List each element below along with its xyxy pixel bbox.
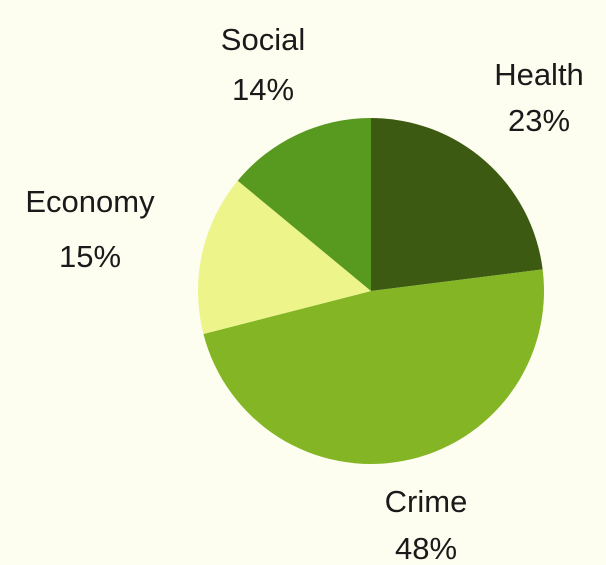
slice-value-label-social: 14% xyxy=(232,72,294,107)
slice-value-label-crime: 48% xyxy=(395,531,457,565)
pie-slice-social xyxy=(237,118,371,291)
slice-value-label-health: 23% xyxy=(508,103,570,138)
slice-label-crime: Crime xyxy=(385,484,468,519)
pie-slice-health xyxy=(371,118,543,291)
pie-slice-crime xyxy=(203,269,544,465)
slice-label-economy: Economy xyxy=(25,184,155,219)
slice-value-label-economy: 15% xyxy=(59,239,121,274)
slice-label-social: Social xyxy=(221,22,305,57)
slice-label-health: Health xyxy=(494,57,584,92)
pie-slice-economy xyxy=(197,180,371,335)
